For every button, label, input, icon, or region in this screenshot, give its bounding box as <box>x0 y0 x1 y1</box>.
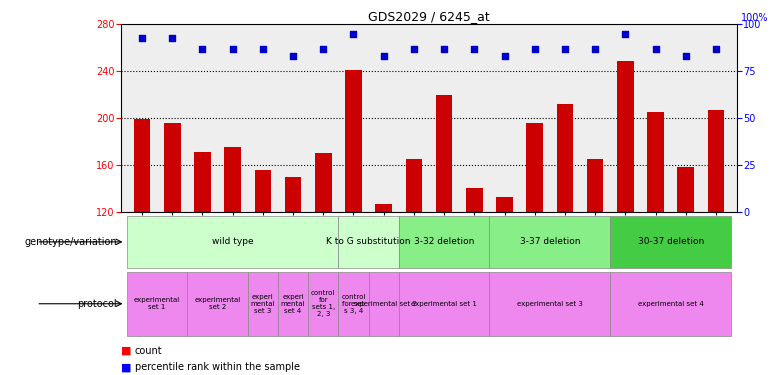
Point <box>468 46 480 52</box>
Bar <box>496 196 512 352</box>
Point <box>498 53 511 59</box>
Bar <box>187 272 248 336</box>
Text: experi
mental
set 4: experi mental set 4 <box>281 294 305 314</box>
Point <box>589 46 601 52</box>
Bar <box>610 272 731 336</box>
Point <box>649 46 661 52</box>
Point <box>166 34 179 40</box>
Text: genotype/variation: genotype/variation <box>24 237 117 247</box>
Bar <box>339 216 399 268</box>
Bar <box>610 216 731 268</box>
Bar <box>587 159 604 352</box>
Text: experimental
set 1: experimental set 1 <box>134 297 180 310</box>
Bar <box>436 95 452 352</box>
Title: GDS2029 / 6245_at: GDS2029 / 6245_at <box>368 10 490 23</box>
Bar <box>617 61 633 352</box>
Point <box>558 46 571 52</box>
Bar <box>406 159 422 352</box>
Text: count: count <box>135 346 162 355</box>
Point <box>710 46 722 52</box>
Text: K to G substitution: K to G substitution <box>326 237 411 246</box>
Point <box>529 46 541 52</box>
Bar <box>127 216 339 268</box>
Text: experimental set 3: experimental set 3 <box>517 301 583 307</box>
Point <box>136 34 148 40</box>
Text: 100%: 100% <box>741 13 769 23</box>
Text: control
for set
s 3, 4: control for set s 3, 4 <box>342 294 366 314</box>
Text: experimental
set 2: experimental set 2 <box>194 297 241 310</box>
Point <box>679 53 692 59</box>
Point <box>438 46 450 52</box>
Text: protocol: protocol <box>77 299 117 309</box>
Bar <box>678 167 694 352</box>
Bar <box>127 272 187 336</box>
Text: wild type: wild type <box>212 237 254 246</box>
Point <box>619 31 632 37</box>
Bar <box>339 272 369 336</box>
Bar <box>133 119 151 352</box>
Text: control
for
sets 1,
2, 3: control for sets 1, 2, 3 <box>311 290 335 317</box>
Bar <box>346 70 362 352</box>
Text: 3-32 deletion: 3-32 deletion <box>414 237 474 246</box>
Bar <box>315 153 332 352</box>
Point <box>257 46 269 52</box>
Point <box>197 46 209 52</box>
Point <box>347 31 360 37</box>
Point <box>317 46 329 52</box>
Text: ■: ■ <box>121 346 131 355</box>
Bar <box>466 188 483 352</box>
Bar <box>707 110 725 352</box>
Bar <box>285 177 301 352</box>
Text: experimental set 1: experimental set 1 <box>411 301 477 307</box>
Bar <box>557 104 573 352</box>
Point <box>378 53 390 59</box>
Bar <box>399 216 489 268</box>
Bar <box>164 123 180 352</box>
Bar <box>375 204 392 352</box>
Bar <box>399 272 489 336</box>
Bar <box>526 123 543 352</box>
Text: 30-37 deletion: 30-37 deletion <box>637 237 704 246</box>
Bar <box>248 272 278 336</box>
Bar <box>254 170 271 352</box>
Bar <box>225 147 241 352</box>
Bar <box>308 272 339 336</box>
Bar <box>647 112 664 352</box>
Bar <box>489 272 610 336</box>
Bar <box>369 272 399 336</box>
Bar <box>194 152 211 352</box>
Point <box>408 46 420 52</box>
Text: ■: ■ <box>121 363 131 372</box>
Bar <box>489 216 610 268</box>
Text: 3-37 deletion: 3-37 deletion <box>519 237 580 246</box>
Text: percentile rank within the sample: percentile rank within the sample <box>135 363 300 372</box>
Point <box>226 46 239 52</box>
Text: experi
mental
set 3: experi mental set 3 <box>250 294 275 314</box>
Point <box>287 53 300 59</box>
Bar <box>278 272 308 336</box>
Text: experimental set 2: experimental set 2 <box>351 301 417 307</box>
Text: experimental set 4: experimental set 4 <box>638 301 704 307</box>
